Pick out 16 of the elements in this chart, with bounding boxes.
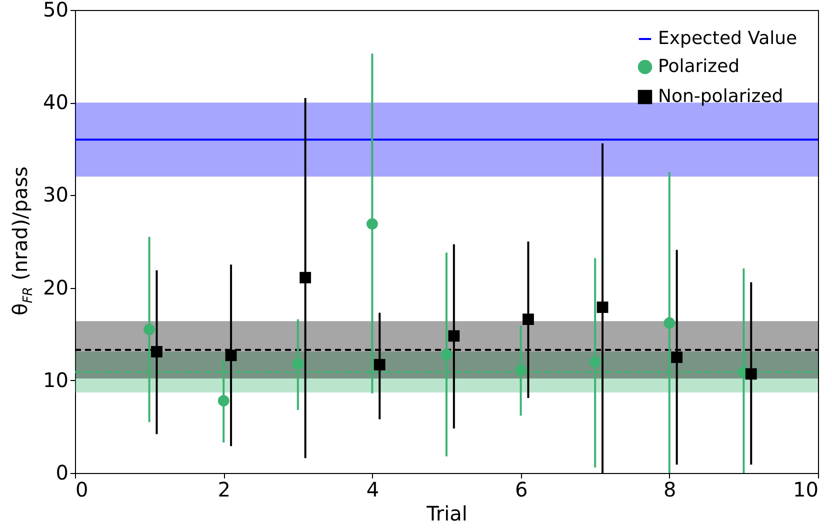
y-tick-label: 50 [43,0,68,22]
y-tick-label: 30 [43,182,68,207]
x-tick-label: 0 [76,478,88,502]
legend-label: Polarized [658,56,740,77]
x-axis-title: Trial [426,502,468,526]
legend-label: Non-polarized [658,86,784,107]
y-tick-label: 20 [43,275,68,300]
x-tick-label: 4 [366,478,380,502]
y-tick-label: 0 [56,460,68,484]
x-tick-label: 6 [514,478,528,502]
x-tick-label: 8 [664,478,676,502]
x-tick-label: 10 [793,478,818,502]
legend-label: Expected Value [658,28,798,49]
y-tick-label: 10 [43,368,68,392]
x-tick-label: 2 [218,478,230,502]
y-tick-label: 40 [43,90,68,114]
